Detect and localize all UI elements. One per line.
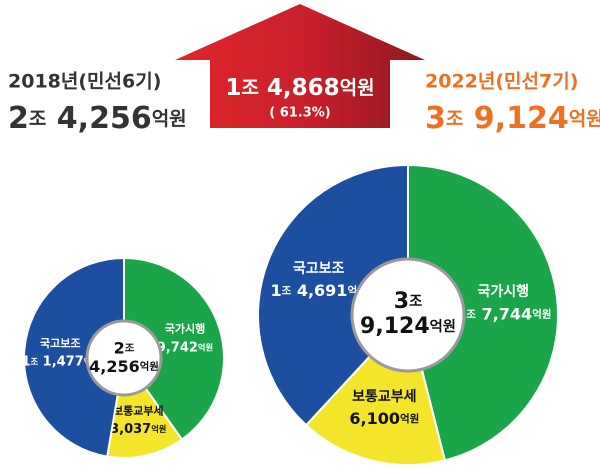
pie-segment	[123, 256, 225, 441]
center-label: 4,256억원	[89, 356, 159, 375]
segment-value: 9,742억원	[157, 340, 213, 355]
segment-name: 보통교부세	[352, 389, 416, 405]
segment-name: 보통교부세	[113, 404, 164, 418]
segment-name: 국가시행	[165, 322, 205, 336]
center-circle	[350, 257, 466, 373]
increase-amount: 1조 4,868억원	[225, 75, 374, 101]
segment-value: 3,037억원	[110, 422, 166, 437]
increase-arrow	[175, 4, 425, 128]
center-label: 2조	[114, 338, 135, 357]
segment-name: 국고보조	[40, 337, 80, 350]
center-label: 3조	[394, 289, 422, 314]
center-circle	[85, 319, 163, 397]
segment-value: 6,100억원	[349, 409, 419, 428]
pie-segment	[257, 163, 409, 427]
left-total: 2조 4,256억원	[8, 101, 187, 136]
increase-percent: ( 61.3%)	[269, 106, 331, 121]
right-total: 3조 9,124억원	[425, 101, 600, 136]
pie-segment	[407, 163, 559, 462]
pie-segment	[22, 256, 125, 458]
center-label: 9,124억원	[360, 314, 456, 339]
right-year: 2022년(민선7기)	[425, 71, 578, 93]
segment-name: 국고보조	[293, 261, 345, 277]
left-year: 2018년(민선6기)	[8, 71, 161, 93]
segment-name: 국가시행	[477, 284, 529, 300]
